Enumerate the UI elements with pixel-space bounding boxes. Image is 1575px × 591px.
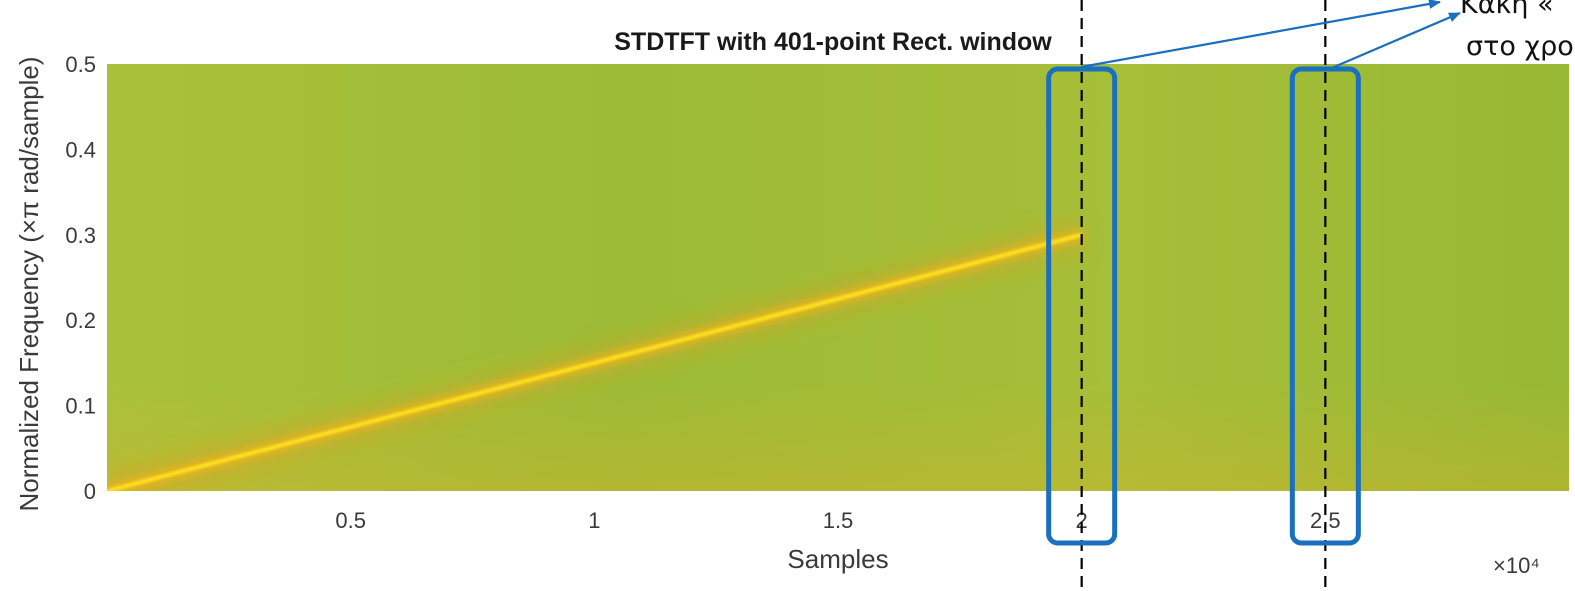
x-tick-label: 1 bbox=[588, 508, 600, 533]
y-tick-label: 0.1 bbox=[65, 394, 96, 419]
annotation-text-line-1: Κακή « bbox=[1460, 0, 1554, 20]
annotation-text-line-2: στο χρο bbox=[1466, 31, 1574, 62]
x-tick-label: 1.5 bbox=[823, 508, 854, 533]
x-axis-multiplier: ×10⁴ bbox=[1493, 553, 1540, 578]
highlight-box-2 bbox=[1289, 66, 1361, 546]
x-axis-label: Samples bbox=[787, 544, 888, 574]
y-tick-label: 0 bbox=[84, 479, 96, 504]
highlight-boxes bbox=[1046, 66, 1361, 546]
x-axis-ticks: 0.5 1 1.5 2 2.5 bbox=[335, 508, 1340, 533]
plot-area bbox=[107, 64, 1569, 491]
annotation: Κακή « στο χρο bbox=[1080, 0, 1574, 72]
spectral-ridges bbox=[107, 218, 1569, 491]
y-tick-label: 0.2 bbox=[65, 308, 96, 333]
y-tick-label: 0.3 bbox=[65, 223, 96, 248]
highlight-box-1 bbox=[1046, 66, 1118, 546]
y-axis-ticks: 0 0.1 0.2 0.3 0.4 0.5 bbox=[65, 52, 96, 504]
y-axis-label: Normalized Frequency (×π rad/sample) bbox=[14, 56, 44, 511]
dashed-markers bbox=[1080, 0, 1327, 591]
y-tick-label: 0.5 bbox=[65, 52, 96, 77]
ridge-core-1 bbox=[107, 232, 1083, 491]
y-tick-label: 0.4 bbox=[65, 137, 96, 162]
annotation-arrow-2 bbox=[1326, 11, 1461, 72]
x-tick-label: 2 bbox=[1076, 508, 1088, 533]
annotation-arrow-1 bbox=[1080, 0, 1441, 69]
x-tick-label: 0.5 bbox=[335, 508, 366, 533]
chart-title: STDTFT with 401-point Rect. window bbox=[614, 28, 1052, 56]
